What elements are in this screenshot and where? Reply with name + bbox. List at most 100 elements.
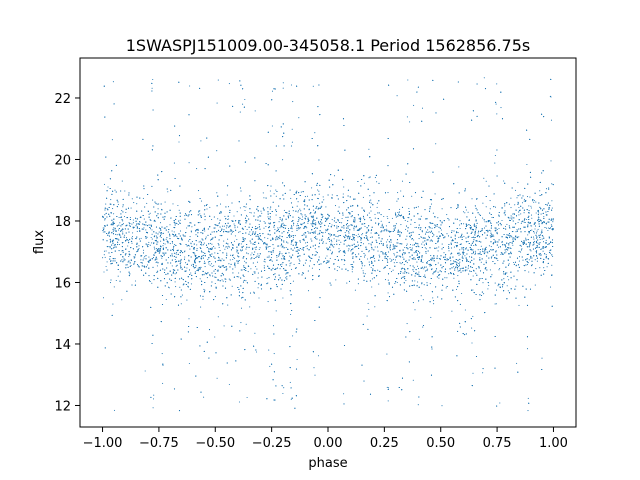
data-point <box>236 260 238 262</box>
data-point <box>539 238 541 241</box>
data-point <box>463 235 465 237</box>
data-point <box>216 377 218 379</box>
data-point <box>336 225 338 227</box>
data-point <box>535 201 537 203</box>
data-point <box>389 247 391 249</box>
data-point <box>550 224 552 226</box>
data-point <box>397 192 399 194</box>
data-point <box>530 214 533 216</box>
data-point <box>396 255 398 257</box>
data-point <box>205 236 207 238</box>
data-point <box>226 194 228 196</box>
data-point <box>547 221 549 223</box>
data-point <box>255 351 258 353</box>
data-point <box>223 225 225 227</box>
data-point <box>387 292 389 294</box>
data-point <box>157 208 159 210</box>
data-point <box>136 251 138 253</box>
data-point <box>279 268 281 270</box>
data-point <box>103 254 105 256</box>
data-point <box>509 234 511 236</box>
data-point <box>473 244 475 247</box>
data-point <box>250 268 252 270</box>
data-point <box>199 278 201 280</box>
data-point <box>318 193 320 195</box>
data-point <box>537 228 539 230</box>
data-point <box>255 249 257 251</box>
data-point <box>327 238 329 240</box>
data-point <box>334 205 337 207</box>
data-point <box>536 230 538 232</box>
data-point <box>261 240 264 242</box>
data-point <box>176 264 178 266</box>
data-point <box>452 239 454 241</box>
data-point <box>126 264 128 266</box>
data-point <box>145 229 147 231</box>
data-point <box>158 231 160 233</box>
data-point <box>281 385 283 387</box>
data-point <box>239 207 241 209</box>
data-point <box>521 221 523 223</box>
data-point <box>136 203 138 205</box>
data-point <box>546 266 548 268</box>
data-point <box>451 310 453 312</box>
data-point <box>196 248 198 250</box>
data-point <box>109 282 112 284</box>
data-point <box>397 229 399 231</box>
data-point <box>343 254 345 256</box>
data-point <box>421 283 423 285</box>
data-point <box>418 338 420 340</box>
data-point <box>352 256 354 258</box>
data-point <box>494 162 496 164</box>
data-point <box>505 251 507 253</box>
data-point <box>405 279 407 282</box>
data-point <box>144 255 146 257</box>
data-point <box>197 190 200 192</box>
data-point <box>324 231 326 233</box>
data-point <box>238 220 240 222</box>
data-point <box>273 193 275 195</box>
data-point <box>317 220 320 222</box>
data-point <box>432 300 435 302</box>
data-point <box>370 256 372 258</box>
data-point <box>413 267 415 269</box>
data-point <box>224 248 226 250</box>
data-point <box>290 197 292 199</box>
data-point <box>474 216 477 218</box>
data-point <box>188 240 190 242</box>
data-point <box>292 224 295 226</box>
data-point <box>118 224 120 226</box>
data-point <box>203 242 205 244</box>
data-point <box>362 270 364 272</box>
data-point <box>244 98 246 101</box>
data-point <box>427 229 429 231</box>
data-point <box>117 244 119 246</box>
data-point <box>200 140 202 142</box>
data-point <box>214 296 216 298</box>
data-point <box>165 238 167 240</box>
data-point <box>233 240 236 242</box>
data-point <box>378 237 380 239</box>
data-point <box>131 237 133 239</box>
data-point <box>246 396 248 399</box>
data-point <box>257 277 259 279</box>
data-point <box>131 238 133 240</box>
data-point <box>390 241 392 243</box>
data-point <box>142 197 144 199</box>
data-point <box>185 262 187 264</box>
data-point <box>236 238 238 241</box>
data-point <box>290 84 293 86</box>
data-point <box>516 362 518 364</box>
data-point <box>526 264 529 266</box>
data-point <box>190 283 192 285</box>
data-point <box>347 244 350 246</box>
data-point <box>431 227 433 229</box>
data-point <box>279 218 281 220</box>
data-point <box>110 199 112 201</box>
data-point <box>188 318 190 320</box>
data-point <box>184 215 186 217</box>
data-point <box>245 323 247 325</box>
data-point <box>414 309 416 311</box>
data-point <box>534 284 536 286</box>
data-point <box>220 229 223 232</box>
